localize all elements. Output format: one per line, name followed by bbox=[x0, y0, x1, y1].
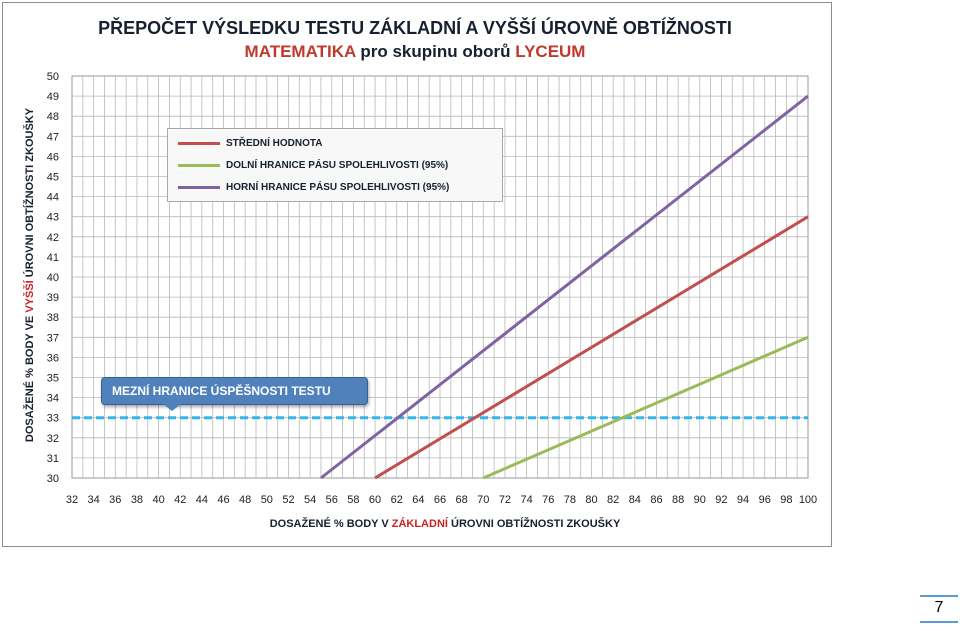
x-tick-label: 98 bbox=[780, 494, 792, 506]
x-tick-label: 48 bbox=[239, 494, 251, 506]
chart-legend: STŘEDNÍ HODNOTA DOLNÍ HRANICE PÁSU SPOLE… bbox=[167, 128, 503, 202]
legend-swatch-stredni bbox=[178, 141, 220, 145]
x-tick-label: 38 bbox=[131, 494, 143, 506]
x-tick-label: 44 bbox=[196, 494, 208, 506]
y-tick-label: 45 bbox=[47, 172, 59, 184]
x-tick-label: 78 bbox=[564, 494, 576, 506]
legend-swatch-dolni bbox=[178, 163, 220, 167]
threshold-callout: MEZNÍ HRANICE ÚSPĚŠNOSTI TESTU bbox=[101, 377, 368, 405]
x-tick-label: 76 bbox=[542, 494, 554, 506]
y-tick-label: 35 bbox=[47, 373, 59, 385]
x-tick-label: 68 bbox=[456, 494, 468, 506]
x-tick-label: 36 bbox=[109, 494, 121, 506]
legend-item-horni: HORNÍ HRANICE PÁSU SPOLEHLIVOSTI (95%) bbox=[178, 179, 449, 195]
x-tick-label: 64 bbox=[412, 494, 424, 506]
y-tick-label: 42 bbox=[47, 232, 59, 244]
x-tick-label: 86 bbox=[650, 494, 662, 506]
chart-subtitle: MATEMATIKA pro skupinu oborů LYCEUM bbox=[0, 42, 830, 62]
y-tick-label: 48 bbox=[47, 111, 59, 123]
x-tick-label: 96 bbox=[759, 494, 771, 506]
y-axis-label-part1: DOSAŽENÉ % BODY VE bbox=[24, 312, 36, 443]
x-tick-label: 34 bbox=[88, 494, 100, 506]
x-tick-label: 32 bbox=[66, 494, 78, 506]
subtitle-subject: MATEMATIKA bbox=[244, 42, 356, 61]
chart-title: PŘEPOČET VÝSLEDKU TESTU ZÁKLADNÍ A VYŠŠÍ… bbox=[98, 18, 732, 38]
x-tick-label: 40 bbox=[152, 494, 164, 506]
y-tick-label: 40 bbox=[47, 272, 59, 284]
y-tick-label: 38 bbox=[47, 312, 59, 324]
legend-label-horni: HORNÍ HRANICE PÁSU SPOLEHLIVOSTI (95%) bbox=[226, 181, 450, 193]
x-axis-label-level: ZÁKLADNÍ bbox=[391, 518, 448, 530]
x-tick-label: 54 bbox=[304, 494, 316, 506]
legend-swatch-horni bbox=[178, 185, 220, 189]
x-tick-label: 88 bbox=[672, 494, 684, 506]
y-tick-label: 30 bbox=[47, 473, 59, 485]
x-axis-label-part3: ÚROVNI OBTÍŽNOSTI ZKOUŠKY bbox=[447, 518, 621, 530]
legend-item-dolni: DOLNÍ HRANICE PÁSU SPOLEHLIVOSTI (95%) bbox=[178, 157, 448, 173]
x-tick-label: 70 bbox=[477, 494, 489, 506]
subtitle-middle: pro skupinu oborů bbox=[355, 42, 516, 61]
series-line-2 bbox=[320, 94, 809, 480]
x-tick-label: 82 bbox=[607, 494, 619, 506]
x-tick-label: 80 bbox=[585, 494, 597, 506]
x-tick-label: 94 bbox=[737, 494, 749, 506]
page-number-box: 7 bbox=[920, 595, 958, 623]
y-tick-label: 43 bbox=[47, 212, 59, 224]
y-tick-label: 32 bbox=[47, 433, 59, 445]
x-tick-label: 60 bbox=[369, 494, 381, 506]
x-tick-label: 84 bbox=[629, 494, 641, 506]
x-tick-label: 90 bbox=[694, 494, 706, 506]
y-axis-label-level: VYŠŠÍ bbox=[24, 280, 36, 313]
series-line-0 bbox=[374, 215, 809, 480]
y-tick-label: 33 bbox=[47, 413, 59, 425]
callout-pointer bbox=[163, 404, 181, 411]
x-tick-label: 72 bbox=[499, 494, 511, 506]
y-tick-label: 49 bbox=[47, 91, 59, 103]
legend-label-stredni: STŘEDNÍ HODNOTA bbox=[226, 137, 323, 149]
y-tick-label: 47 bbox=[47, 131, 59, 143]
y-tick-label: 31 bbox=[47, 453, 59, 465]
y-tick-label: 41 bbox=[47, 252, 59, 264]
x-tick-label: 62 bbox=[391, 494, 403, 506]
y-tick-label: 36 bbox=[47, 352, 59, 364]
y-tick-label: 50 bbox=[47, 71, 59, 83]
y-axis-label: DOSAŽENÉ % BODY VE VYŠŠÍ ÚROVNI OBTÍŽNOS… bbox=[20, 108, 40, 442]
x-tick-label: 46 bbox=[217, 494, 229, 506]
x-axis-label-part1: DOSAŽENÉ % BODY V bbox=[269, 518, 392, 530]
x-tick-label: 92 bbox=[715, 494, 727, 506]
x-tick-label: 52 bbox=[282, 494, 294, 506]
y-tick-label: 44 bbox=[47, 192, 59, 204]
legend-label-dolni: DOLNÍ HRANICE PÁSU SPOLEHLIVOSTI (95%) bbox=[226, 159, 449, 171]
x-tick-label: 58 bbox=[347, 494, 359, 506]
subtitle-group: LYCEUM bbox=[515, 42, 586, 61]
y-axis-label-part3: ÚROVNI OBTÍŽNOSTI ZKOUŠKY bbox=[24, 107, 36, 281]
page-number: 7 bbox=[934, 599, 944, 616]
x-tick-label: 66 bbox=[434, 494, 446, 506]
y-tick-label: 34 bbox=[47, 393, 59, 405]
y-tick-label: 46 bbox=[47, 151, 59, 163]
y-tick-label: 37 bbox=[47, 332, 59, 344]
x-tick-label: 100 bbox=[799, 494, 817, 506]
x-tick-label: 74 bbox=[520, 494, 532, 506]
y-tick-label: 39 bbox=[47, 292, 59, 304]
series-line-1 bbox=[482, 335, 809, 480]
x-axis-label: DOSAŽENÉ % BODY V ZÁKLADNÍ ÚROVNI OBTÍŽN… bbox=[70, 518, 820, 530]
x-tick-label: 42 bbox=[174, 494, 186, 506]
legend-item-stredni: STŘEDNÍ HODNOTA bbox=[178, 135, 322, 151]
x-tick-label: 56 bbox=[326, 494, 338, 506]
x-tick-label: 50 bbox=[261, 494, 273, 506]
